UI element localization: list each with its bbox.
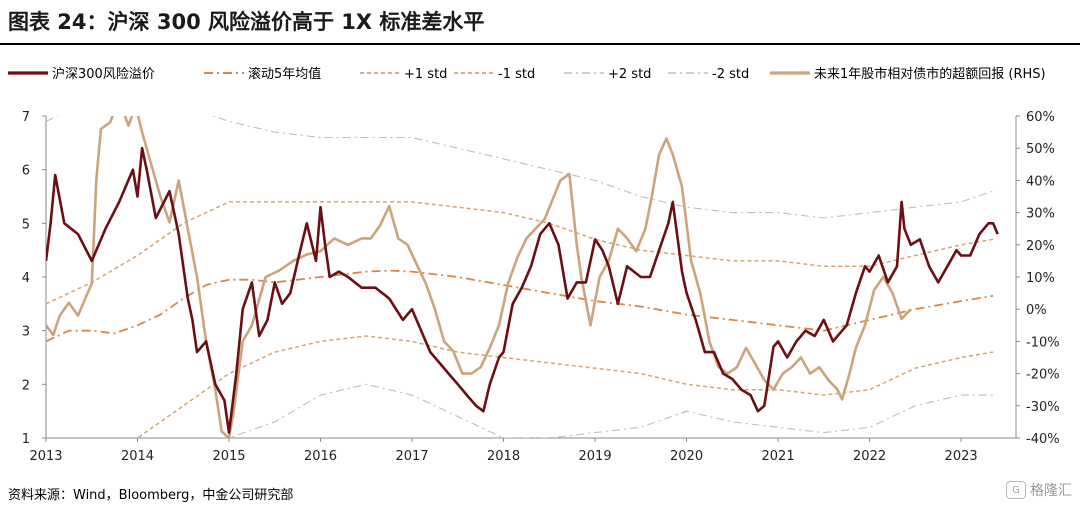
left-tick-label: 1 bbox=[22, 432, 30, 447]
chart-legend: 沪深300风险溢价 滚动5年均值 +1 std -1 std +2 std -2 std 未… bbox=[8, 66, 1046, 82]
right-tick-label: 10% bbox=[1026, 271, 1055, 286]
right-tick-label: -20% bbox=[1026, 368, 1060, 383]
x-tick-label: 2019 bbox=[579, 449, 612, 464]
series-line-ma5y bbox=[46, 269, 994, 343]
right-tick-label: -30% bbox=[1026, 400, 1060, 415]
series-line-p1 bbox=[46, 201, 994, 305]
legend-label-p1: +1 std bbox=[404, 67, 447, 82]
chart-axes: 1 2 3 4 5 6 7 -40% -30% -20% -10% 0% 10% 20% 30% 40% 50%… bbox=[22, 110, 1060, 464]
logo-g-icon: G bbox=[1006, 481, 1026, 499]
right-tick-label: -10% bbox=[1026, 335, 1060, 350]
x-tick-label: 2022 bbox=[853, 449, 886, 464]
left-tick-label: 5 bbox=[22, 217, 30, 232]
right-tick-label: 40% bbox=[1026, 174, 1055, 189]
x-tick-label: 2013 bbox=[29, 449, 62, 464]
series-line-p2 bbox=[46, 116, 994, 219]
x-tick-label: 2020 bbox=[670, 449, 703, 464]
left-tick-label: 6 bbox=[22, 164, 30, 179]
x-tick-label: 2017 bbox=[395, 449, 428, 464]
series-line-rhs bbox=[46, 116, 912, 438]
right-tick-label: 60% bbox=[1026, 110, 1055, 125]
left-tick-label: 7 bbox=[22, 110, 30, 125]
source-note: 资料来源：Wind，Bloomberg，中金公司研究部 bbox=[8, 488, 294, 503]
erp-chart: 沪深300风险溢价 滚动5年均值 +1 std -1 std +2 std -2 std 未… bbox=[8, 66, 1060, 464]
x-tick-label: 2014 bbox=[121, 449, 154, 464]
right-tick-label: 30% bbox=[1026, 207, 1055, 222]
left-tick-label: 2 bbox=[22, 378, 30, 393]
legend-label-m1: -1 std bbox=[498, 67, 535, 82]
x-tick-label: 2018 bbox=[487, 449, 520, 464]
left-tick-label: 4 bbox=[22, 271, 30, 286]
watermark-text: 格隆汇 bbox=[1030, 483, 1072, 499]
x-tick-label: 2021 bbox=[762, 449, 795, 464]
x-tick-label: 2015 bbox=[212, 449, 245, 464]
x-tick-label: 2016 bbox=[304, 449, 337, 464]
right-tick-label: 50% bbox=[1026, 142, 1055, 157]
chart-title: 图表 24：沪深 300 风险溢价高于 1X 标准差水平 bbox=[8, 10, 485, 34]
series-line-erp bbox=[46, 146, 999, 434]
legend-label-erp: 沪深300风险溢价 bbox=[52, 66, 155, 82]
legend-label-rhs: 未来1年股市相对债市的超额回报 (RHS) bbox=[814, 66, 1046, 82]
x-tick-label: 2023 bbox=[945, 449, 978, 464]
series-line-m1 bbox=[135, 335, 994, 438]
right-tick-label: 20% bbox=[1026, 239, 1055, 254]
legend-label-p2: +2 std bbox=[608, 67, 651, 82]
title-rule bbox=[0, 43, 1080, 45]
left-tick-label: 3 bbox=[22, 325, 30, 340]
watermark: G 格隆汇 bbox=[1006, 480, 1072, 500]
right-tick-label: -40% bbox=[1026, 432, 1060, 447]
legend-label-m2: -2 std bbox=[712, 67, 749, 82]
legend-label-ma5y: 滚动5年均值 bbox=[248, 66, 321, 82]
chart-series bbox=[46, 116, 999, 438]
series-line-m2 bbox=[226, 383, 994, 438]
right-tick-label: 0% bbox=[1026, 303, 1047, 318]
